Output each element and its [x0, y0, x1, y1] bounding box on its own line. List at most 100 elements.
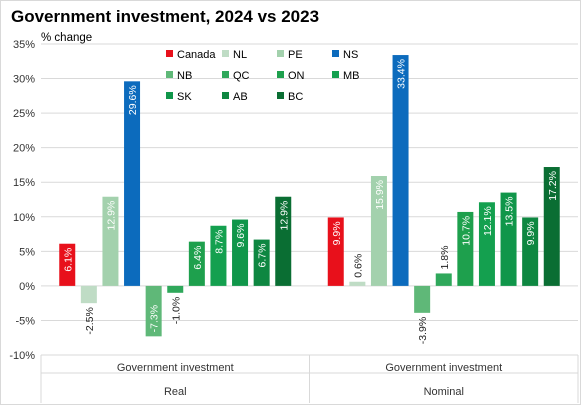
- x-axis: Government investment Real Government inve…: [40, 355, 579, 403]
- category-label-outer: Real: [164, 386, 187, 398]
- bar-canada-real: [59, 243, 76, 286]
- legend-label: Canada: [177, 49, 216, 61]
- legend-item-on: ON: [277, 70, 305, 82]
- bar-bc-real: [275, 196, 292, 286]
- data-label: -7.3%: [149, 305, 161, 332]
- legend-label: MB: [343, 70, 360, 82]
- legend-label: BC: [288, 91, 303, 103]
- bar-nb-nominal: [414, 285, 431, 313]
- data-label: 9.6%: [235, 224, 247, 248]
- data-label: 12.9%: [105, 201, 117, 231]
- bar-ab-real: [253, 239, 270, 286]
- bar-pe-real: [102, 196, 119, 286]
- legend-item-sk: SK: [166, 91, 192, 103]
- category-label-inner: Government investment: [385, 362, 502, 374]
- bar-mb-real: [210, 225, 227, 286]
- y-tick-label: 10%: [13, 212, 35, 224]
- bar-pe-nominal: [370, 176, 387, 286]
- legend-swatch: [166, 71, 173, 78]
- legend-swatch: [222, 71, 229, 78]
- legend-swatch: [332, 50, 339, 57]
- legend-item-ab: AB: [222, 91, 248, 103]
- data-label: -1.0%: [170, 297, 182, 324]
- legend-item-ns: NS: [332, 49, 358, 61]
- y-tick-label: 30%: [13, 74, 35, 86]
- legend-swatch: [222, 50, 229, 57]
- data-label: 0.6%: [352, 254, 364, 278]
- bar-qc-real: [167, 285, 184, 293]
- legend-item-bc: BC: [277, 91, 303, 103]
- y-tick-label: -5%: [15, 315, 35, 327]
- legend-item-nl: NL: [222, 49, 247, 61]
- y-tick-label: 25%: [13, 108, 35, 120]
- y-axis: -10% -5% 0% 5% 10% 15% 20% 25% 30% 35%: [9, 39, 35, 362]
- bar-ns-nominal: [392, 55, 409, 286]
- data-labels: 6.1% 9.9% -2.5% 0.6% 12.9% 15.9% 29.6% 33.4% -7.…: [62, 59, 559, 344]
- data-label: 9.9%: [331, 221, 343, 245]
- chart-title: Government investment, 2024 vs 2023: [11, 7, 320, 26]
- bar-on-real: [188, 241, 205, 286]
- y-tick-label: 0%: [19, 281, 35, 293]
- data-label: 12.1%: [482, 206, 494, 236]
- data-label: 12.9%: [278, 201, 290, 231]
- data-label: 10.7%: [460, 216, 472, 246]
- legend-item-pe: PE: [277, 49, 303, 61]
- bar-nl-real: [80, 285, 97, 304]
- legend: Canada NL PE NS NB QC ON MB SK AB BC: [166, 49, 360, 103]
- y-tick-label: 20%: [13, 143, 35, 155]
- data-label: 6.7%: [257, 244, 269, 268]
- legend-swatch: [166, 50, 173, 57]
- chart-subtitle: % change: [41, 32, 93, 44]
- legend-label: SK: [177, 91, 192, 103]
- legend-swatch: [277, 92, 284, 99]
- bar-ns-real: [124, 81, 141, 286]
- category-label-inner: Government investment: [117, 362, 234, 374]
- bar-canada-nominal: [327, 217, 344, 286]
- data-label: 1.8%: [439, 246, 451, 270]
- data-label: 9.9%: [525, 221, 537, 245]
- legend-label: AB: [233, 91, 248, 103]
- legend-label: QC: [233, 70, 250, 82]
- legend-label: PE: [288, 49, 303, 61]
- y-tick-label: 35%: [13, 39, 35, 51]
- bar-nl-nominal: [349, 281, 366, 286]
- legend-item-nb: NB: [166, 70, 192, 82]
- bar-qc-nominal: [435, 273, 452, 286]
- legend-label: NL: [233, 49, 247, 61]
- bar-sk-nominal: [500, 192, 517, 286]
- bar-mb-nominal: [478, 202, 495, 286]
- legend-label: NS: [343, 49, 358, 61]
- y-tick-label: -10%: [9, 350, 35, 362]
- bar-sk-real: [232, 219, 249, 286]
- gridlines: [41, 43, 578, 356]
- bar-ab-nominal: [522, 217, 539, 286]
- bar-on-nominal: [457, 211, 474, 286]
- legend-swatch: [277, 71, 284, 78]
- category-label-outer: Nominal: [424, 386, 464, 398]
- data-label: 6.1%: [62, 248, 74, 272]
- legend-swatch: [222, 92, 229, 99]
- legend-item-canada: Canada: [166, 49, 216, 61]
- legend-label: ON: [288, 70, 305, 82]
- legend-swatch: [332, 71, 339, 78]
- y-tick-label: 5%: [19, 246, 35, 258]
- data-label: 6.4%: [192, 246, 204, 270]
- legend-label: NB: [177, 70, 192, 82]
- bar-bc-nominal: [543, 167, 560, 286]
- legend-swatch: [277, 50, 284, 57]
- legend-item-mb: MB: [332, 70, 360, 82]
- y-tick-label: 15%: [13, 177, 35, 189]
- legend-item-qc: QC: [222, 70, 250, 82]
- data-label: 17.2%: [547, 171, 559, 201]
- legend-swatch: [166, 92, 173, 99]
- data-label: -3.9%: [417, 317, 429, 344]
- data-label: 33.4%: [396, 59, 408, 89]
- data-label: 29.6%: [127, 85, 139, 115]
- data-label: 13.5%: [504, 197, 516, 227]
- data-label: -2.5%: [84, 307, 96, 334]
- bars: [59, 55, 560, 337]
- data-label: 15.9%: [374, 180, 386, 210]
- bar-nb-real: [145, 285, 162, 337]
- data-label: 8.7%: [213, 230, 225, 254]
